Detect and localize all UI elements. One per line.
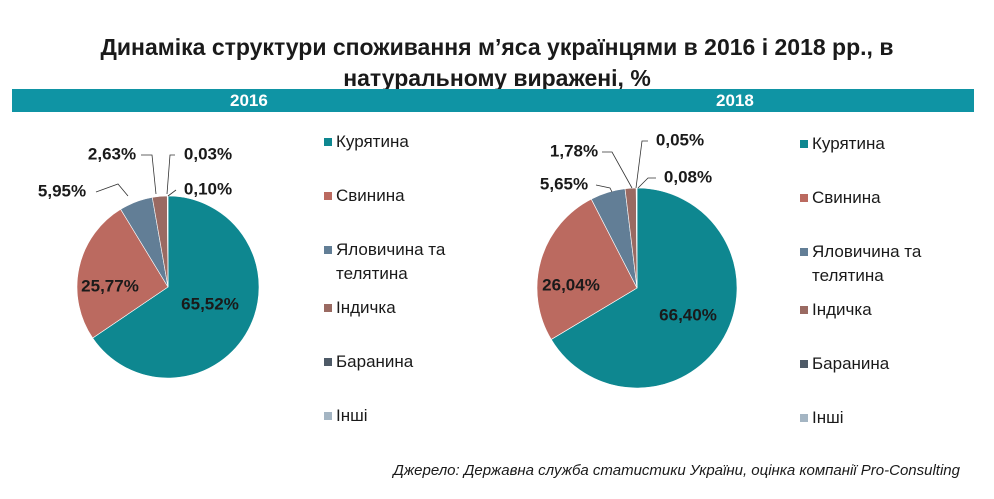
legend-2018-label-baranyna: Баранина: [812, 354, 890, 373]
pie-2016-slice-inshi: [167, 195, 169, 288]
legend-2018-swatch-kuryatyna: [800, 140, 808, 148]
pie-2016-label-svynyna: 25,77%: [81, 276, 139, 295]
legend-2016-swatch-kuryatyna: [324, 138, 332, 146]
legend-2016-label-kuryatyna: Курятина: [336, 132, 409, 151]
legend-2016-label-yalovychyna: Яловичина та телятина: [336, 240, 446, 283]
pie-2016-leader-indychka: [141, 154, 157, 195]
pie-2018-label-kuryatyna: 66,40%: [659, 305, 717, 324]
pie-2018-leader-yalovychyna: [595, 184, 613, 193]
legend-2016-label-svynyna: Свинина: [336, 186, 405, 205]
legend-2018-swatch-inshi: [800, 414, 808, 422]
legend-2018-swatch-yalovychyna: [800, 248, 808, 256]
pie-2016-leader-inshi: [167, 189, 177, 197]
pie-2016-label-kuryatyna: 65,52%: [181, 294, 239, 313]
chart-title-line-1: Динаміка структури споживання м’яса укра…: [100, 34, 894, 60]
chart-title: Динаміка структури споживання м’яса укра…: [0, 32, 994, 94]
pie-2018-leader-indychka: [602, 151, 633, 189]
legend-2018-label-kuryatyna: Курятина: [812, 134, 885, 153]
pie-2018-leader-baranyna: [635, 140, 648, 189]
pie-2016-leader-baranyna: [166, 154, 175, 195]
pie-2016-label-inshi: 0,10%: [184, 179, 232, 198]
pie-2018-label-yalovychyna: 5,65%: [540, 174, 588, 193]
pie-2018-leader-inshi: [637, 177, 656, 189]
legend-2018: Курятина Свинина Яловичина та телятина Інди…: [800, 132, 950, 432]
legend-2018-label-svynyna: Свинина: [812, 188, 881, 207]
pie-2016-slice-svynyna: [76, 208, 169, 339]
pie-2018-slice-svynyna: [536, 198, 638, 340]
legend-2016-swatch-yalovychyna: [324, 246, 332, 254]
legend-2018-swatch-baranyna: [800, 360, 808, 368]
chart-title-line-2: натуральному виражені, %: [343, 65, 651, 91]
pie-2016-label-indychka: 2,63%: [88, 144, 136, 163]
legend-2016-swatch-baranyna: [324, 358, 332, 366]
legend-2016-label-indychka: Індичка: [336, 298, 396, 317]
pie-2018-label-indychka: 1,78%: [550, 141, 598, 160]
legend-2018-label-yalovychyna: Яловичина та телятина: [812, 242, 922, 285]
legend-2016-swatch-inshi: [324, 412, 332, 420]
pie-2016-title: 2016: [230, 91, 268, 110]
source-note: Джерело: Державна служба статистики Укра…: [393, 462, 960, 479]
legend-2016-label-baranyna: Баранина: [336, 352, 414, 371]
legend-2016-swatch-indychka: [324, 304, 332, 312]
pie-2018-label-inshi: 0,08%: [664, 167, 712, 186]
pie-2018-label-baranyna: 0,05%: [656, 130, 704, 149]
pie-2018-slice-kuryatyna: [550, 187, 738, 389]
legend-2018-swatch-svynyna: [800, 194, 808, 202]
pie-2018-slice-inshi: [636, 187, 638, 289]
legend-2018-label-inshi: Інші: [812, 408, 844, 427]
legend-2016: Курятина Свинина Яловичина та телятина Інди…: [324, 130, 474, 430]
pie-2016-leader-yalovychyna: [95, 183, 129, 197]
pie-2016-slice-kuryatyna: [92, 195, 260, 379]
pie-2018-title: 2018: [716, 91, 754, 110]
pie-2016-label-yalovychyna: 5,95%: [38, 181, 86, 200]
pie-2018-label-svynyna: 26,04%: [542, 275, 600, 294]
legend-2018-swatch-indychka: [800, 306, 808, 314]
year-header-bar: 2016 2018: [12, 89, 974, 112]
legend-2016-swatch-svynyna: [324, 192, 332, 200]
legend-2016-label-inshi: Інші: [336, 406, 368, 425]
pie-2016-label-baranyna: 0,03%: [184, 144, 232, 163]
legend-2018-label-indychka: Індичка: [812, 300, 872, 319]
